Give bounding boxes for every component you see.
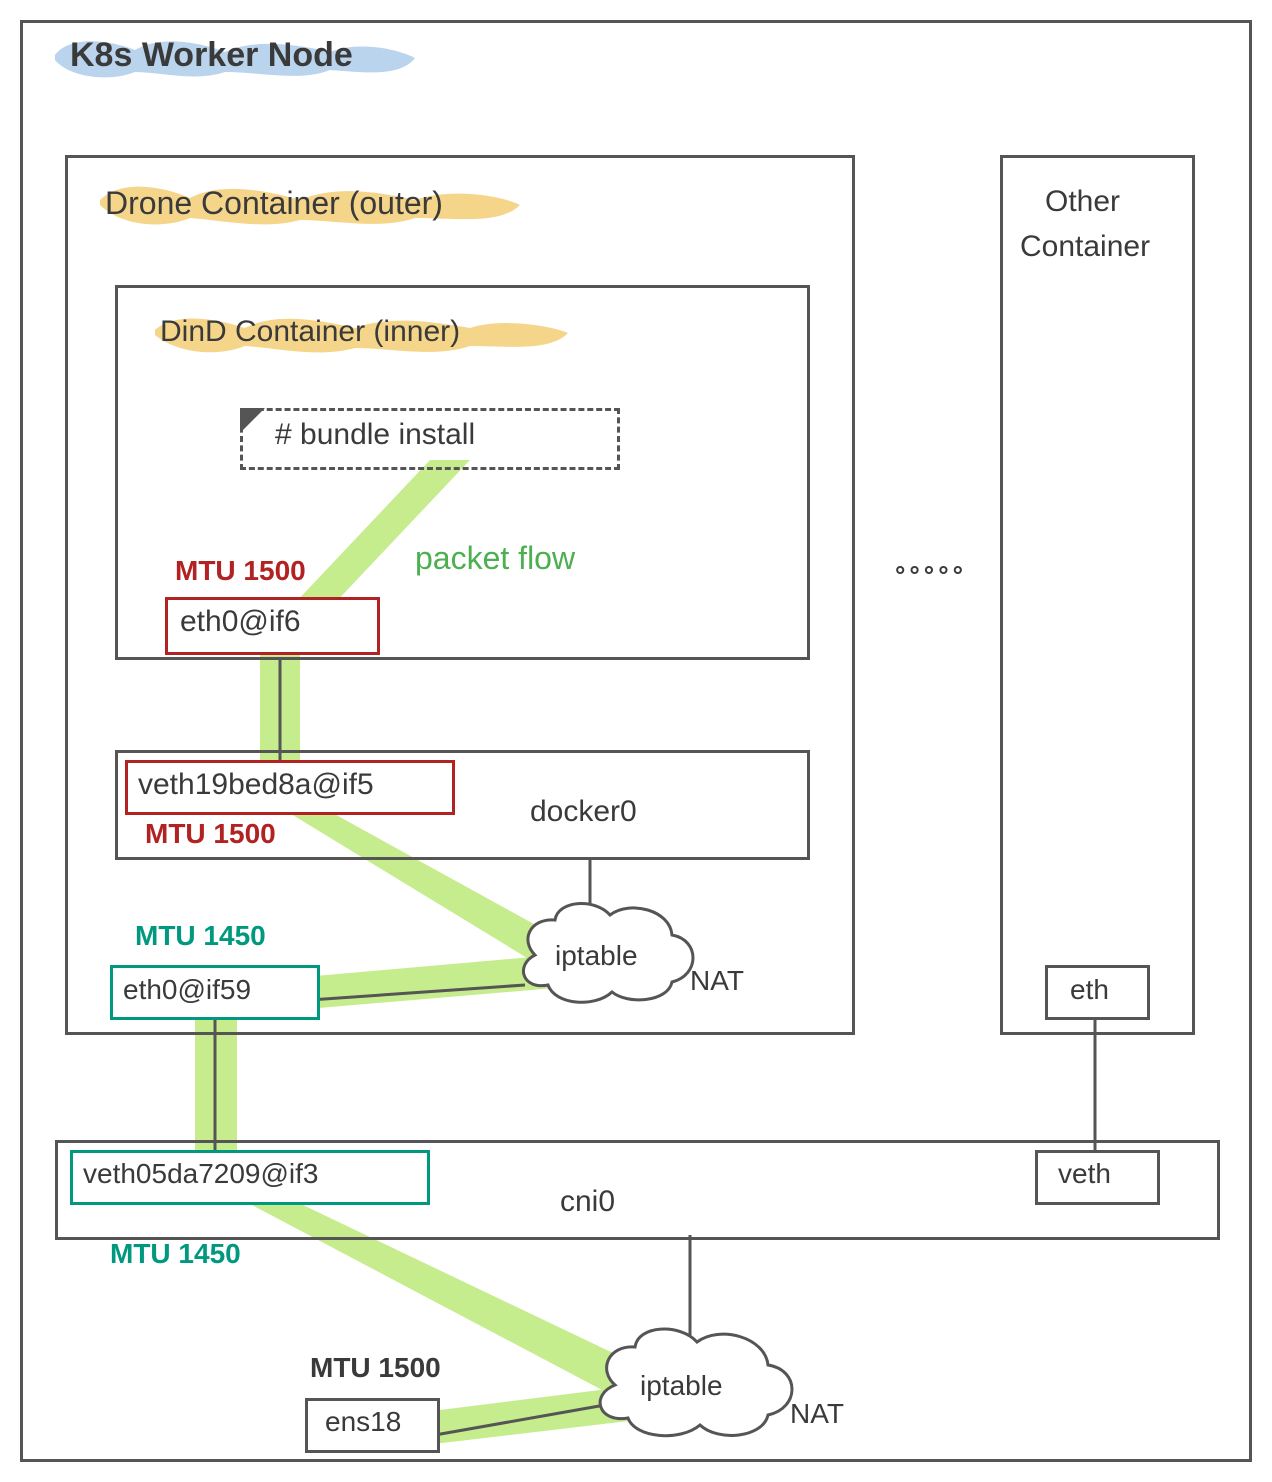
other-label1: Other: [1045, 185, 1120, 219]
cni0-label: cni0: [560, 1185, 615, 1219]
nat2-label: NAT: [790, 1398, 844, 1430]
other-label2: Container: [1020, 230, 1150, 264]
k8s-title: K8s Worker Node: [70, 36, 353, 75]
iptable2-label: iptable: [640, 1370, 723, 1402]
dind-label: DinD Container (inner): [160, 315, 460, 349]
veth19-label: veth19bed8a@if5: [138, 768, 374, 802]
mtu-eth0-if6: MTU 1500: [175, 555, 306, 587]
packet-flow-label: packet flow: [415, 540, 575, 577]
docker0-label: docker0: [530, 795, 637, 829]
drone-label: Drone Container (outer): [105, 185, 443, 222]
mtu-eth0-if59: MTU 1450: [135, 920, 266, 952]
nat1-label: NAT: [690, 965, 744, 997]
veth05-label: veth05da7209@if3: [83, 1158, 319, 1190]
veth19-mtu: MTU 1500: [145, 818, 276, 850]
other-veth-label: veth: [1058, 1158, 1111, 1190]
iptable1-label: iptable: [555, 940, 638, 972]
ens18-label: ens18: [325, 1406, 401, 1438]
ellipsis: °°°°°: [895, 560, 967, 591]
bundle-install-text: # bundle install: [275, 418, 475, 452]
veth05-mtu: MTU 1450: [110, 1238, 241, 1270]
eth0-if59-label: eth0@if59: [123, 974, 251, 1006]
other-eth-label: eth: [1070, 974, 1109, 1006]
eth0-if6-label: eth0@if6: [180, 605, 301, 639]
other-container-box: [1000, 155, 1195, 1035]
ens18-mtu: MTU 1500: [310, 1352, 441, 1384]
